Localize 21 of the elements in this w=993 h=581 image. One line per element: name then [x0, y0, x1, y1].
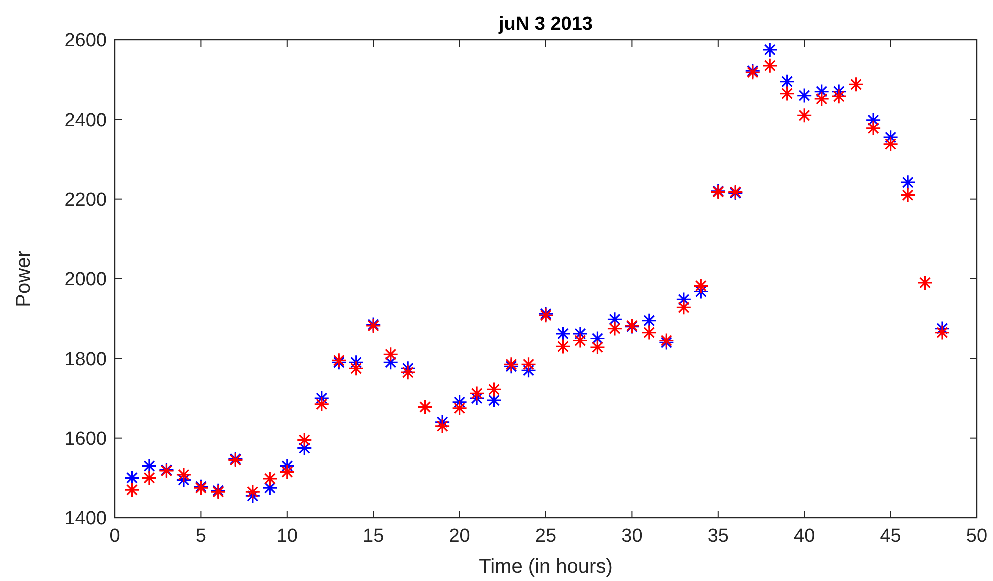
- y-tick-label: 2000: [64, 270, 107, 291]
- y-tick-label: 2600: [64, 30, 107, 52]
- x-tick-label: 30: [622, 526, 643, 547]
- y-tick-label: 2200: [64, 190, 107, 211]
- x-tick-label: 25: [535, 526, 557, 547]
- y-tick-label: 2400: [64, 110, 107, 132]
- y-axis-title: Power: [13, 250, 35, 308]
- y-tick-label: 1400: [64, 508, 107, 530]
- x-tick-label: 50: [966, 526, 988, 547]
- chart-title: juN 3 2013: [498, 14, 593, 35]
- x-tick-label: 5: [196, 526, 206, 547]
- x-tick-label: 10: [276, 526, 298, 547]
- y-tick-label: 1800: [64, 349, 107, 370]
- x-tick-label: 35: [708, 526, 729, 547]
- x-tick-label: 20: [449, 526, 470, 547]
- x-tick-label: 0: [110, 526, 120, 547]
- x-tick-label: 15: [363, 526, 384, 547]
- x-tick-label: 40: [794, 526, 816, 547]
- x-tick-label: 45: [880, 526, 902, 547]
- x-axis-title: Time (in hours): [479, 556, 613, 578]
- y-tick-label: 1600: [64, 428, 107, 450]
